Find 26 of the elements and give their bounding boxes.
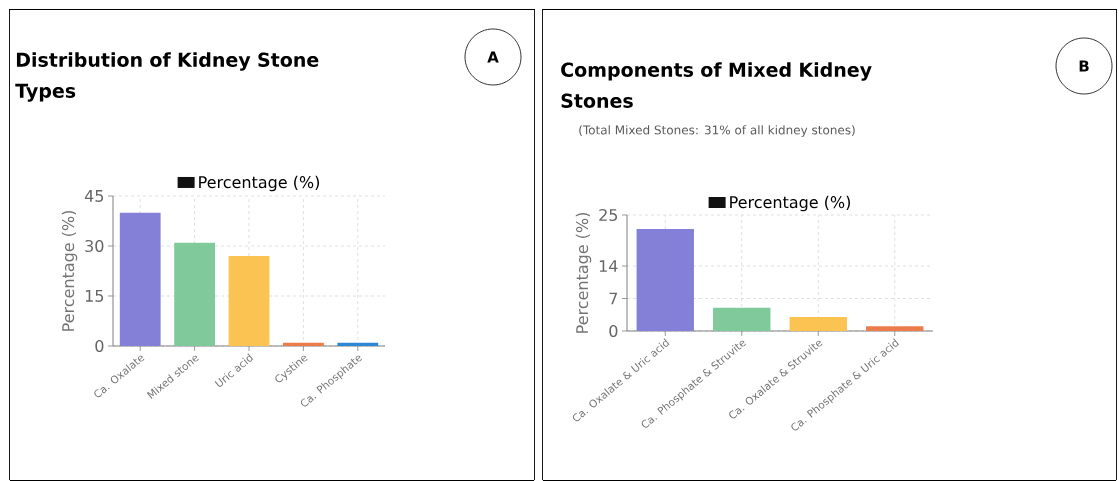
text: Percentage (%) <box>730 195 850 212</box>
bar <box>174 242 216 346</box>
bar <box>636 228 694 331</box>
bar <box>866 326 924 331</box>
y-tick-label: 14 <box>599 260 618 272</box>
y-tick-label: 45 <box>84 190 104 202</box>
y-axis-title: Percentage (%) <box>61 210 78 331</box>
y-tick-label: 0 <box>609 324 618 338</box>
y-tick-label: 0 <box>95 339 104 353</box>
y-tick-label: 25 <box>599 208 618 222</box>
chart-title: Components of Mixed Kidney Stones <box>561 62 872 108</box>
text: A <box>487 51 499 63</box>
bar <box>119 212 161 346</box>
text: B <box>1079 60 1089 72</box>
bar <box>283 342 324 346</box>
bar <box>789 317 847 331</box>
y-axis-title: Percentage (%) <box>575 212 592 333</box>
chart-title: Distribution of Kidney Stone Types <box>15 52 319 102</box>
bar <box>337 342 379 346</box>
bar <box>713 307 771 331</box>
y-tick-label: 15 <box>85 290 104 302</box>
text: Percentage (%) <box>199 175 319 192</box>
y-tick-label: 7 <box>609 292 618 305</box>
chart-subtitle: (Total Mixed Stones: 31% of all kidney stones) <box>579 125 855 137</box>
y-tick-label: 30 <box>85 239 104 253</box>
bar <box>228 255 270 346</box>
